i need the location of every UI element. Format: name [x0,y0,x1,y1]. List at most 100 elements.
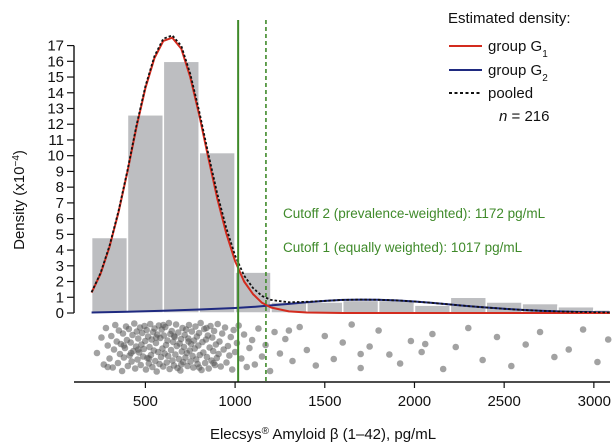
data-point [255,325,262,332]
data-point [214,320,221,328]
y-tick-label: 15 [47,69,64,86]
y-tick-label: 9 [56,163,64,180]
data-point [186,347,194,354]
data-point [282,335,289,343]
legend: Estimated density: group G1 group G2 poo… [448,10,571,125]
y-tick-label: 2 [56,274,64,291]
data-point [146,320,154,328]
data-point [195,364,203,371]
data-point [271,328,278,336]
data-point [439,365,447,373]
data-point [209,334,216,341]
y-tick-label: 4 [56,242,64,259]
data-point [218,330,226,337]
data-point [407,337,415,345]
data-point [227,333,235,341]
data-point [180,343,188,351]
data-point [221,324,229,331]
data-point [251,361,259,368]
data-point [508,362,515,370]
data-point [177,367,184,374]
data-point [131,365,139,372]
legend-label-group-g1: group G1 [488,38,548,60]
y-tick-label: 3 [56,258,64,275]
data-point [217,363,225,370]
histogram-bar [90,236,129,314]
data-point [124,362,132,370]
data-point [421,340,429,348]
histogram-bar [306,301,344,314]
data-point [452,343,460,351]
data-point [188,328,196,335]
data-point [266,367,274,375]
data-point [152,334,160,341]
data-point [134,356,141,363]
y-tick-label: 10 [47,148,64,165]
data-point [127,349,135,357]
data-point [386,351,393,358]
data-point [106,355,113,362]
data-point [114,359,122,367]
data-point [205,365,213,372]
data-point [330,355,338,363]
data-point [366,343,373,350]
cutoff-lines [237,20,267,382]
data-point [285,327,293,334]
data-point [375,327,382,334]
data-point [160,321,167,329]
data-point [240,331,248,338]
data-point [215,350,222,358]
x-axis-title: Elecsys® Amyloid β (1–42), pg/mL [210,426,436,443]
data-point [339,339,347,346]
data-point [348,321,355,328]
x-tick-label: 1500 [308,393,341,410]
data-point [142,366,150,373]
y-tick-label: 17 [47,38,64,55]
x-tick-label: 2000 [398,393,431,410]
data-point [210,327,218,335]
data-point [111,321,119,329]
data-point [187,358,194,365]
data-point [551,353,558,361]
data-point [418,348,425,356]
x-tick-label: 3000 [578,393,611,410]
data-point [429,330,436,338]
x-tick-label: 1000 [218,393,251,410]
legend-label-group-g2: group G2 [488,62,548,84]
density-curve-pooled [90,34,611,314]
data-point [164,337,171,344]
data-point [98,334,105,341]
data-point [177,361,185,368]
data-point [145,355,153,362]
data-point [228,366,236,373]
data-point [522,341,529,348]
data-point [168,327,176,335]
data-point [464,324,472,332]
data-point [226,352,233,359]
histogram-bar [198,151,236,314]
data-point [109,364,117,371]
data-point [396,360,404,367]
y-tick-label: 5 [56,226,64,243]
data-point [230,326,237,334]
data-point [209,347,217,355]
legend-title: Estimated density: [448,10,571,27]
data-point [233,339,241,347]
data-point [160,332,168,339]
data-point-strip [93,319,612,375]
y-tick-label: 0 [56,305,64,322]
data-point [200,349,207,356]
data-point [604,336,612,343]
data-point [594,358,601,366]
data-point [127,339,134,346]
y-tick-label: 16 [47,53,64,70]
data-point [203,324,210,332]
data-point [134,346,142,353]
y-axis-title: Density (x10−4) [11,150,29,250]
data-point [134,335,142,342]
data-point [125,325,133,333]
data-point [143,326,150,334]
data-point [312,362,320,369]
data-point [303,346,311,354]
